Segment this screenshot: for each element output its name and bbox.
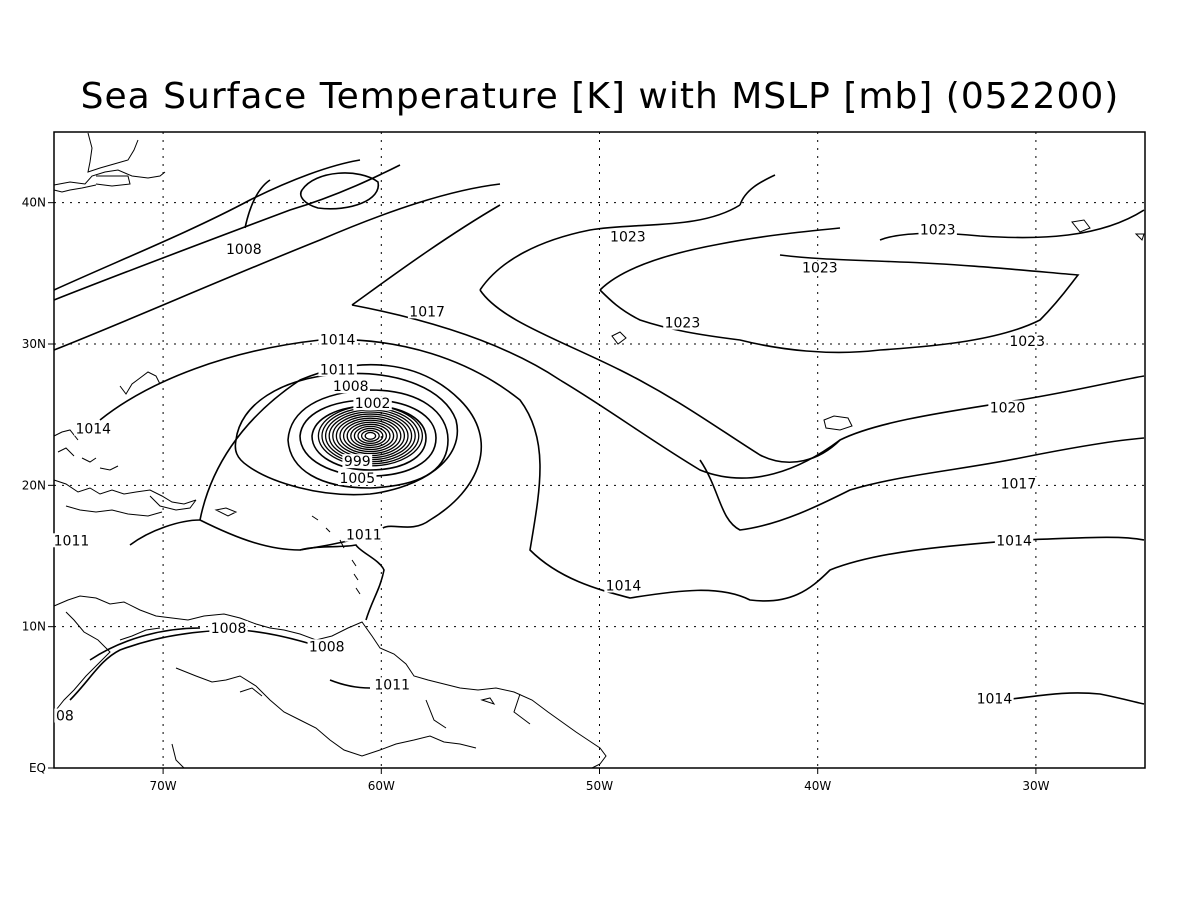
isobar-label: 1008	[333, 379, 369, 395]
axis-ticks: 70W 60W 50W 40W 30W EQ 10N 20N 30N 40N	[22, 196, 1050, 793]
map-frame	[53, 131, 1146, 769]
storm-isobar-ring	[328, 411, 413, 461]
isobar-label-bg	[373, 677, 412, 692]
isobar-label-bg	[318, 362, 357, 377]
isobar-loop-north	[300, 172, 379, 210]
isobar-label-bg	[209, 620, 248, 635]
storm-isobar-ring	[346, 421, 395, 451]
storm-isobar-ring	[360, 429, 380, 442]
isobar-label: 1002	[355, 396, 391, 412]
isobar-label-bg	[918, 222, 957, 237]
coastline-south-america	[53, 595, 607, 769]
isobar-label: 1005	[339, 471, 375, 487]
isobar-1011-south	[129, 519, 385, 621]
lon-tick-label: 30W	[1022, 779, 1049, 793]
isobar-label-bg	[52, 533, 91, 548]
isobar-1008-arc	[244, 179, 271, 229]
isobar-label: 1008	[226, 242, 262, 258]
isobar-label: 1008	[309, 639, 345, 655]
isobar-label: 1023	[665, 316, 701, 332]
isobar-label-bg	[988, 400, 1027, 415]
isobar-1023-east	[739, 174, 1145, 241]
isobar-label-bg	[975, 691, 1014, 706]
storm-isobar-ring	[350, 423, 391, 449]
storm-isobar-ring	[353, 425, 388, 447]
lat-tick-label: 10N	[22, 620, 46, 634]
isobar-label-bg	[331, 379, 370, 394]
isobar-1008-north	[53, 159, 361, 291]
isobar-label: 1023	[802, 261, 838, 277]
lon-tick-label: 60W	[368, 779, 395, 793]
isobar-1014-south	[999, 692, 1145, 705]
isobar-label: 1014	[996, 533, 1032, 549]
isobar-label: 1014	[75, 422, 111, 438]
isobar-label-bg	[344, 527, 384, 542]
isobar-label: 1014	[977, 692, 1013, 708]
isobar-label-bg	[54, 708, 76, 723]
coastline-north-america	[53, 132, 166, 193]
storm-isobar-ring	[339, 417, 402, 455]
isobar-label-bg	[224, 242, 264, 257]
isobar-label: 1011	[54, 533, 90, 549]
isobar-label-bg	[318, 332, 357, 347]
isobar-label-bg	[663, 315, 702, 330]
isobar-1011-bottom	[329, 679, 371, 689]
isobar-label-bg	[407, 304, 447, 319]
lat-tick-label: EQ	[29, 761, 46, 775]
isobar-label: 1011	[374, 677, 410, 693]
isobar-label-bg	[994, 533, 1034, 548]
isobar-label: 08	[56, 709, 74, 725]
isobar-label-bg	[74, 421, 113, 436]
isobar-label: 1017	[1001, 477, 1037, 493]
isobar-1008-south	[69, 627, 331, 701]
isobar-1020	[479, 204, 841, 463]
isobar-label-bg	[800, 260, 840, 275]
coastline-greater-antilles	[53, 479, 238, 517]
isobar-label: 1011	[320, 362, 356, 378]
isobar-1023-west	[599, 227, 1080, 354]
lat-tick-label: 30N	[22, 337, 46, 351]
lat-tick-label: 40N	[22, 196, 46, 210]
storm-isobar-ring	[364, 431, 377, 440]
isobar-label: 999	[344, 454, 371, 470]
isobar-1005	[287, 389, 449, 489]
isobar-1008	[234, 372, 459, 496]
isobar-label-bg	[353, 396, 392, 411]
isobar-label-bg	[338, 471, 377, 486]
isobar-1008-north-2	[53, 164, 401, 301]
isobar-label-bg	[604, 578, 643, 593]
isobar-1014-outer	[99, 338, 1145, 602]
island-outline	[611, 219, 1145, 431]
isobar-label: 1020	[990, 400, 1026, 416]
isobar-label: 1023	[610, 229, 646, 245]
lat-lon-grid	[54, 132, 1145, 768]
isobar-1011-north	[53, 183, 501, 351]
coastline-lesser-antilles	[311, 515, 361, 595]
isobar-1017-lower	[699, 437, 1145, 531]
isobar-label-bg	[307, 639, 346, 654]
isobar-label-bg	[1007, 334, 1047, 348]
isobar-1017	[351, 204, 1145, 479]
isobar-label: 1017	[409, 304, 445, 320]
isobar-label-bg	[999, 476, 1038, 491]
isobar-label: 1011	[346, 528, 382, 544]
lon-tick-label: 50W	[586, 779, 613, 793]
storm-isobar-ring	[357, 427, 384, 444]
isobar-label: 1014	[320, 333, 356, 349]
map-title: Sea Surface Temperature [K] with MSLP [m…	[80, 76, 1120, 117]
isobar-label: 1023	[1009, 334, 1045, 350]
lon-tick-label: 40W	[804, 779, 831, 793]
storm-isobar-ring	[342, 419, 398, 453]
coastline-florida-bahamas	[53, 371, 161, 471]
isobar-label: 1014	[606, 579, 642, 595]
isobar-label: 1008	[211, 621, 247, 637]
lon-tick-label: 70W	[150, 779, 177, 793]
isobar-label-bg	[342, 454, 373, 469]
isobar-label-bg	[608, 229, 648, 244]
isobar-label: 1023	[920, 222, 956, 238]
coastlines	[53, 132, 1145, 769]
lat-tick-label: 20N	[22, 478, 46, 492]
